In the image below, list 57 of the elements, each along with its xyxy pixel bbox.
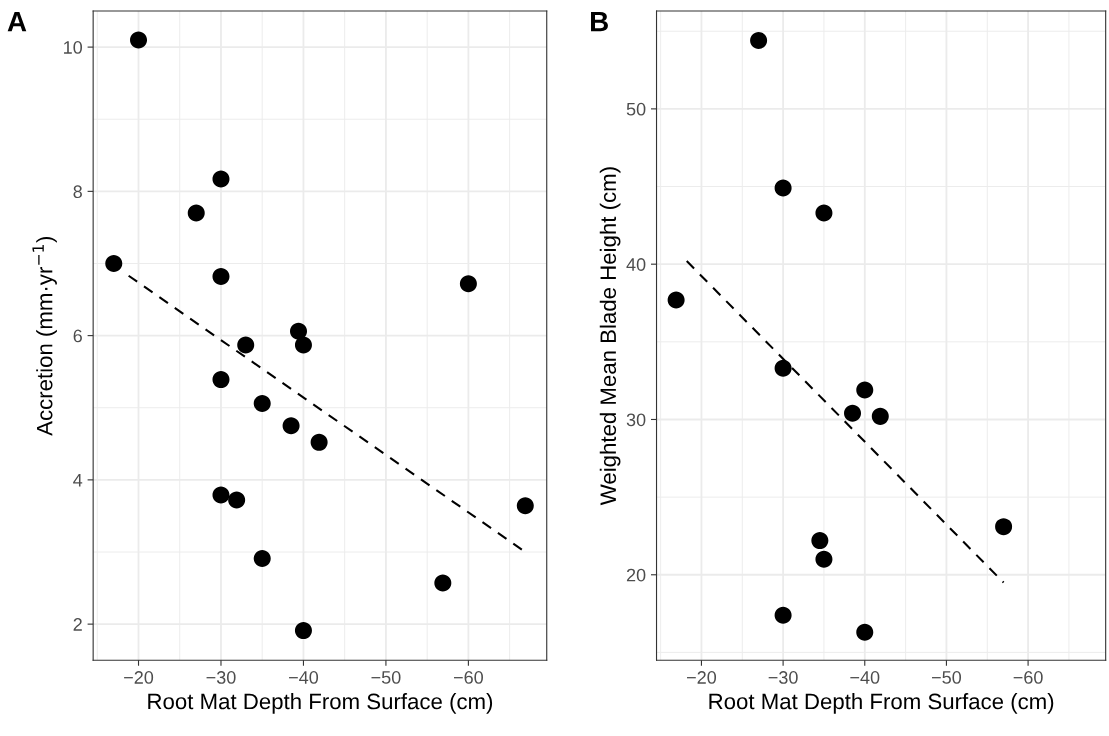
x-tick-label: −60: [453, 671, 483, 684]
point: [815, 550, 833, 568]
point: [237, 336, 255, 354]
point: [212, 267, 230, 285]
point: [811, 532, 829, 550]
point: [856, 623, 874, 641]
point: [253, 394, 271, 412]
y-tick-label: 8: [73, 185, 82, 199]
y-tick-label: 2: [73, 618, 82, 631]
point: [282, 417, 300, 435]
x-tick-label: −60: [1013, 671, 1043, 684]
point: [871, 407, 889, 425]
point: [995, 518, 1013, 536]
point: [667, 291, 685, 309]
x-axis-title: Root Mat Depth From Surface (cm): [709, 693, 1054, 714]
point: [212, 486, 230, 504]
point: [187, 204, 205, 222]
point: [228, 491, 246, 509]
point: [774, 606, 792, 624]
point: [774, 359, 792, 377]
point: [750, 32, 768, 50]
y-tick-label: 20: [626, 568, 646, 582]
x-tick-label: −50: [932, 671, 962, 684]
point: [290, 322, 308, 340]
x-tick-label: −50: [371, 671, 401, 684]
y-axis-title: Accretion (mm·yr$^{−1}$): [32, 236, 57, 436]
y-tick-label: 30: [626, 413, 646, 427]
point: [844, 404, 862, 422]
y-tick-label: 10: [64, 41, 83, 54]
point: [212, 371, 230, 389]
point: [815, 204, 833, 222]
y-tick-label: 40: [626, 258, 646, 271]
point: [434, 574, 452, 592]
x-tick-label: −30: [768, 671, 798, 684]
point: [856, 381, 874, 399]
chart-title: A: [7, 12, 27, 32]
point: [516, 497, 534, 515]
point: [212, 170, 230, 188]
point: [459, 275, 477, 293]
y-tick-label: 6: [73, 329, 82, 343]
point: [294, 622, 312, 640]
point: [294, 336, 312, 354]
x-tick-label: −40: [850, 671, 880, 684]
x-tick-label: −30: [206, 671, 236, 684]
x-tick-label: −20: [687, 671, 717, 684]
point: [310, 433, 328, 451]
x-tick-label: −40: [289, 671, 319, 684]
chart-title: B: [591, 12, 608, 32]
y-tick-label: 4: [73, 473, 83, 487]
point: [774, 179, 792, 197]
point: [105, 254, 123, 272]
x-axis-title: Root Mat Depth From Surface (cm): [148, 693, 493, 714]
point: [253, 549, 271, 567]
y-axis-title: Weighted Mean Blade Height (cm): [599, 167, 621, 506]
point: [130, 31, 148, 49]
x-tick-label: −20: [124, 671, 154, 684]
y-tick-label: 50: [626, 102, 646, 116]
